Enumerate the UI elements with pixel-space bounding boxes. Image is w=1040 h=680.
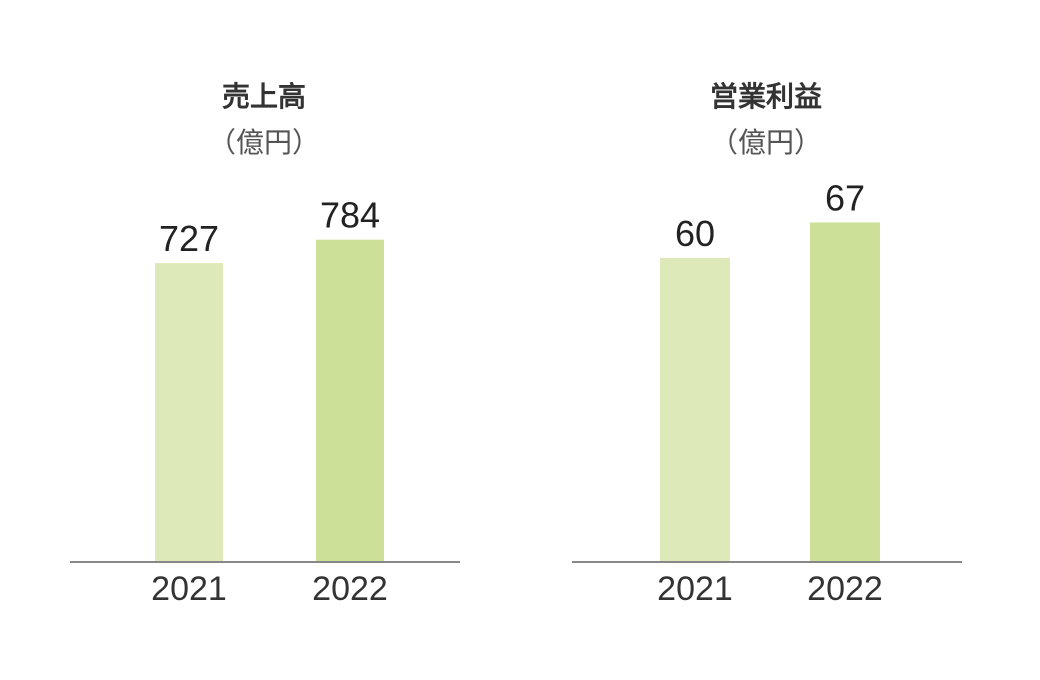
x-tick-label: 2022 (312, 570, 388, 608)
bar-2021 (660, 257, 730, 562)
data-label: 784 (320, 195, 380, 236)
chart-panel-1: 売上高 （億円） 727 2021 784 2022 (70, 80, 460, 608)
x-tick-label: 2021 (151, 570, 227, 608)
chart-title: 営業利益 (710, 80, 822, 113)
x-tick-label: 2021 (657, 570, 733, 608)
bar-2021 (155, 263, 223, 562)
bar-2022 (316, 239, 384, 562)
bar-2022 (810, 222, 880, 563)
data-label: 727 (159, 218, 219, 259)
data-label: 60 (675, 213, 715, 254)
data-label: 67 (825, 177, 865, 218)
chart-unit-label: （億円） (710, 126, 822, 159)
x-tick-label: 2022 (807, 570, 883, 608)
chart-unit-label: （億円） (208, 126, 320, 159)
chart-panel-2: 営業利益 （億円） 60 2021 67 2022 (572, 80, 962, 608)
chart-title: 売上高 (222, 80, 306, 113)
